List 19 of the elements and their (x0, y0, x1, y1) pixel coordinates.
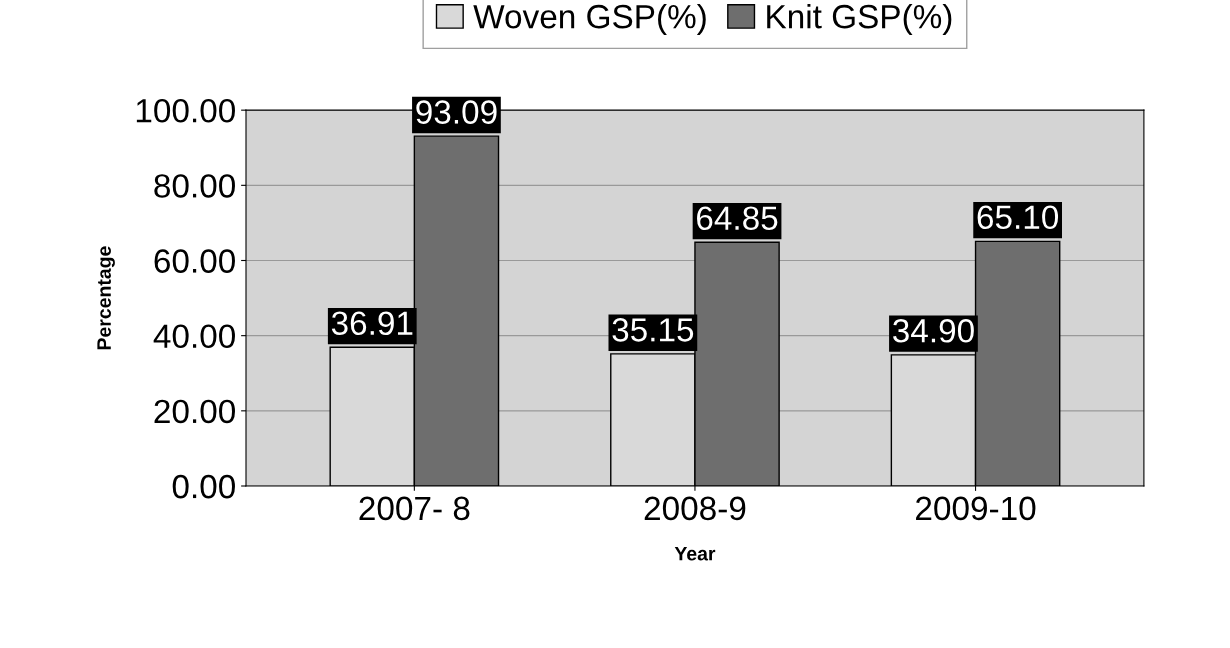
data-label: 34.90 (893, 319, 974, 343)
legend-label: Woven GSP(%) (473, 3, 706, 36)
data-label: 65.10 (977, 205, 1059, 230)
data-label: 36.91 (331, 311, 413, 336)
y-tick-label: 0.00 (172, 474, 235, 499)
x-tick-label: 2009-10 (916, 496, 1036, 521)
y-tick-label: 60.00 (154, 249, 235, 273)
data-label: 93.09 (416, 100, 497, 124)
data-label: 64.85 (697, 206, 778, 231)
x-tick-label: 2007- 8 (359, 496, 470, 521)
x-tick-label: 2008-9 (644, 496, 746, 521)
data-label: 35.15 (612, 318, 694, 342)
y-axis-title: Percentage (97, 246, 115, 350)
legend-label: Knit GSP(%) (767, 3, 952, 36)
y-tick-label: 80.00 (154, 174, 235, 198)
y-tick-label: 100.00 (136, 98, 235, 123)
y-tick-label: 40.00 (153, 324, 235, 349)
x-axis-title: Year (674, 546, 716, 561)
y-tick-label: 20.00 (154, 399, 235, 424)
